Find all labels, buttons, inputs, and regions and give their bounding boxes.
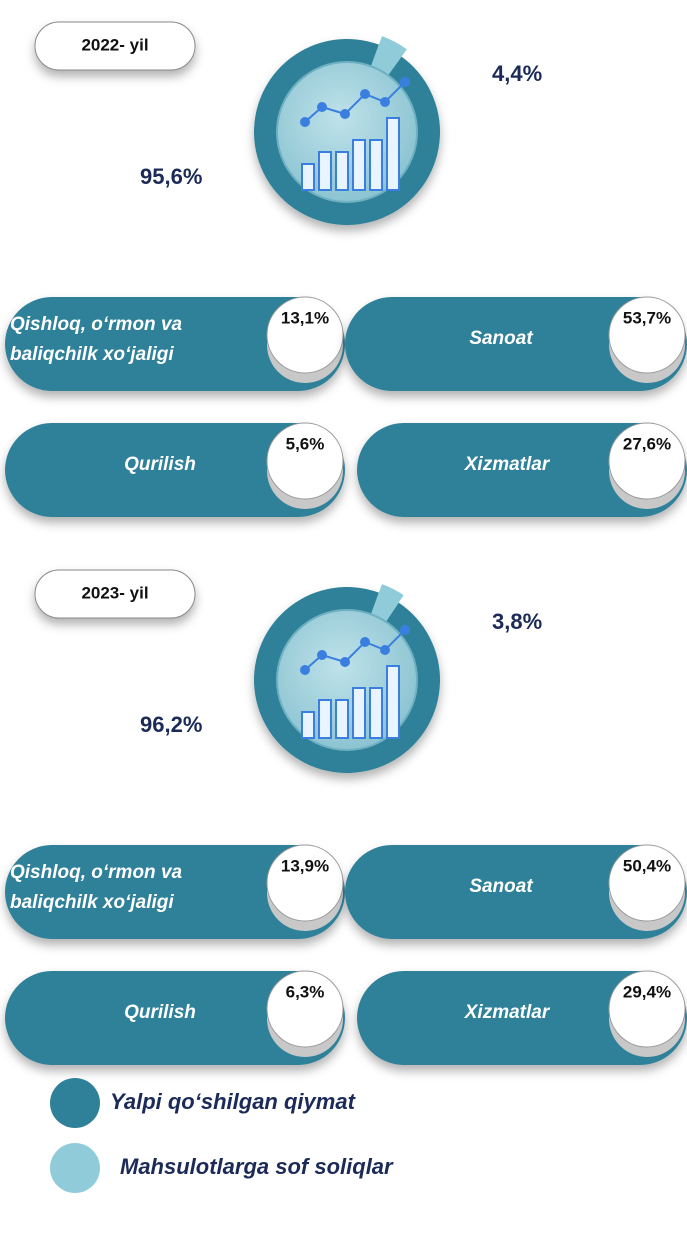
icon-dot	[317, 650, 327, 660]
sector-pill	[357, 971, 687, 1065]
icon-dot	[400, 625, 410, 635]
value-label: 13,1%	[281, 308, 329, 327]
sector-name: Qurilish	[124, 1002, 196, 1023]
value-circle	[608, 970, 686, 1048]
icon-bar	[369, 687, 383, 739]
year-badge: 2022- yil	[34, 21, 196, 71]
icon-dot	[380, 645, 390, 655]
sector-pill	[345, 845, 687, 939]
sector-pill	[5, 845, 345, 939]
sector-name: Qishloq, o‘rmon va	[10, 314, 183, 335]
legend-swatch	[50, 1078, 100, 1128]
icon-dot	[317, 102, 327, 112]
icon-dot	[400, 77, 410, 87]
sector-name: Qurilish	[124, 454, 196, 475]
icon-bar	[301, 163, 315, 191]
value-label: 50,4%	[623, 856, 671, 875]
icon-bar	[386, 117, 400, 191]
legend-label: Yalpi qo‘shilgan qiymat	[110, 1089, 357, 1114]
value-label: 4,4%	[492, 61, 542, 86]
value-label: 27,6%	[623, 434, 671, 453]
icon-bar	[318, 151, 332, 191]
sector-name: Xizmatlar	[464, 454, 551, 475]
badge-bg	[34, 21, 196, 71]
legend-label: Mahsulotlarga sof soliqlar	[120, 1154, 394, 1179]
sector-pill	[5, 297, 345, 391]
year-title: 2022- yil	[81, 35, 148, 54]
value-label: 29,4%	[623, 982, 671, 1001]
icon-bar	[386, 665, 400, 739]
year-title: 2023- yil	[81, 583, 148, 602]
value-label: 5,6%	[286, 434, 325, 453]
icon-bar	[352, 687, 366, 739]
value-circle	[266, 296, 344, 374]
sector-name: Qishloq, o‘rmon va	[10, 862, 183, 883]
sector-pill	[345, 297, 687, 391]
value-label: 53,7%	[623, 308, 671, 327]
icon-dot	[300, 665, 310, 675]
icon-bar	[318, 699, 332, 739]
value-circle	[266, 422, 344, 500]
value-label: 6,3%	[286, 982, 325, 1001]
sector-name: baliqchilk xo‘jaligi	[10, 892, 174, 913]
icon-dot	[380, 97, 390, 107]
chart-icon	[300, 77, 410, 191]
sector-name: baliqchilk xo‘jaligi	[10, 344, 174, 365]
sector-name: Sanoat	[469, 328, 533, 349]
badge-bg	[34, 569, 196, 619]
value-circle	[266, 844, 344, 922]
value-label: 13,9%	[281, 856, 329, 875]
sector-pill	[5, 423, 345, 517]
sector-pill	[357, 423, 687, 517]
icon-dot	[340, 657, 350, 667]
icon-dot	[300, 117, 310, 127]
sector-pill	[5, 971, 345, 1065]
icon-dot	[360, 637, 370, 647]
icon-bar	[335, 151, 349, 191]
value-circle	[608, 422, 686, 500]
legend-swatch	[50, 1143, 100, 1193]
value-label: 3,8%	[492, 609, 542, 634]
icon-dot	[360, 89, 370, 99]
sector-name: Sanoat	[469, 876, 533, 897]
value-circle	[266, 970, 344, 1048]
chart-icon	[300, 625, 410, 739]
value-circle	[608, 296, 686, 374]
icon-bar	[301, 711, 315, 739]
icon-bar	[369, 139, 383, 191]
value-circle	[608, 844, 686, 922]
icon-bar	[335, 699, 349, 739]
icon-bar	[352, 139, 366, 191]
sector-name: Xizmatlar	[464, 1002, 551, 1023]
icon-dot	[340, 109, 350, 119]
value-label: 96,2%	[140, 712, 202, 737]
year-badge: 2023- yil	[34, 569, 196, 619]
value-label: 95,6%	[140, 164, 202, 189]
